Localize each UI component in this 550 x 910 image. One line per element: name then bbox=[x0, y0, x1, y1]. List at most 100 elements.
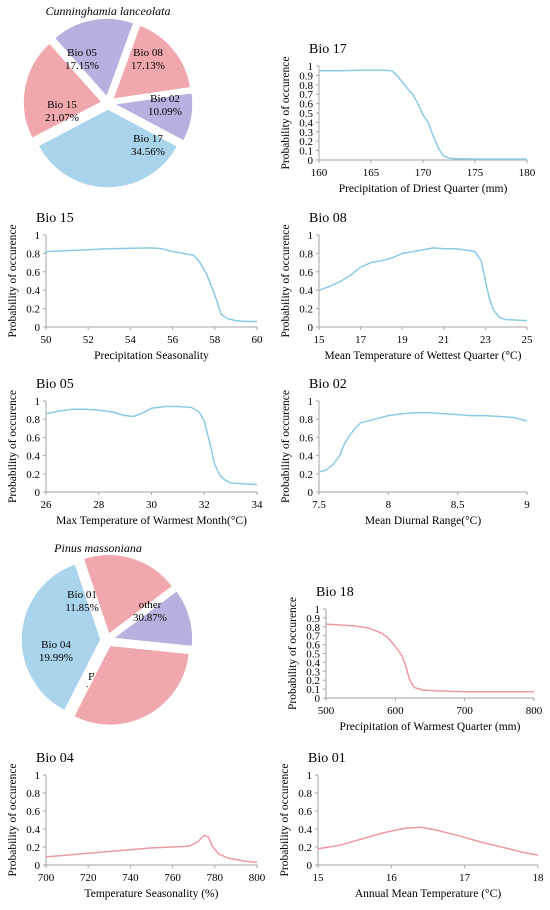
y-tick-label: 0 bbox=[35, 487, 41, 499]
pie-slice-value: 10.09% bbox=[148, 106, 182, 118]
x-axis-label: Mean Temperature of Wettest Quarter (°C) bbox=[325, 350, 522, 362]
y-tick-label: 0.6 bbox=[306, 640, 320, 652]
series-line-bio02 bbox=[318, 412, 528, 473]
pie-slice-label: Bio 02 bbox=[150, 93, 180, 105]
y-tick-label: 0.2 bbox=[26, 469, 40, 481]
y-tick-label: 0 bbox=[308, 322, 314, 334]
x-tick-label: 26 bbox=[41, 499, 53, 511]
y-tick-label: 0.4 bbox=[26, 451, 40, 463]
chart-title: Bio 05 bbox=[36, 377, 74, 392]
x-tick-label: 165 bbox=[363, 167, 380, 179]
x-tick-label: 25 bbox=[522, 334, 534, 346]
y-tick-label: 1 bbox=[315, 604, 321, 616]
chart-bio18: Bio 18 00.10.20.30.40.50.60.70.80.91 500 60… bbox=[287, 585, 543, 733]
y-axis-label: Probability of occurence bbox=[7, 763, 19, 876]
pie-slice-label: Bio 01 bbox=[67, 589, 97, 601]
y-axis-label: Probability of occurence bbox=[280, 56, 292, 169]
chart-title: Bio 04 bbox=[36, 751, 74, 766]
y-tick-label: 0.4 bbox=[298, 824, 312, 836]
pie-slice-bio-05 bbox=[53, 17, 135, 99]
x-tick-label: 21 bbox=[438, 334, 449, 346]
pie-title: Pinus massoniana bbox=[53, 541, 142, 555]
y-tick-label: 1 bbox=[35, 770, 41, 782]
y-tick-label: 1 bbox=[308, 230, 314, 242]
x-tick-label: 740 bbox=[122, 872, 139, 884]
x-tick-label: 15 bbox=[314, 334, 326, 346]
x-tick-label: 23 bbox=[480, 334, 492, 346]
x-tick-label: 54 bbox=[125, 334, 137, 346]
y-tick-label: 0.6 bbox=[26, 432, 40, 444]
x-tick-label: 58 bbox=[209, 334, 221, 346]
series-line-bio01 bbox=[317, 826, 539, 856]
pie-title: Cunninghamia lanceolata bbox=[46, 4, 171, 18]
x-axis-label: Mean Diurnal Range(°C) bbox=[365, 515, 482, 527]
y-tick-label: 0.2 bbox=[26, 842, 40, 854]
chart-title: Bio 17 bbox=[309, 42, 347, 57]
y-tick-label: 0 bbox=[308, 155, 314, 167]
y-axis-label: Probability of occurence bbox=[7, 224, 19, 337]
pie-slice-bio-18 bbox=[20, 562, 102, 712]
y-tick-label: 0.8 bbox=[299, 414, 313, 426]
pie-slice-value: 19.99% bbox=[39, 652, 73, 664]
pie-slice-value: 30.87% bbox=[133, 612, 167, 624]
x-axis-label: Max Temperature of Warmest Month(°C) bbox=[56, 515, 247, 527]
pie-slice-bio-02 bbox=[111, 91, 194, 143]
chart-title: Bio 18 bbox=[316, 585, 354, 600]
pie-slice-label: other bbox=[139, 599, 162, 611]
pie-slice-bio-15 bbox=[22, 41, 104, 140]
y-tick-label: 0.2 bbox=[299, 304, 313, 316]
y-tick-label: 0.2 bbox=[26, 304, 40, 316]
y-tick-label: 0.4 bbox=[26, 285, 40, 297]
x-tick-label: 760 bbox=[164, 872, 181, 884]
x-tick-label: 780 bbox=[207, 872, 224, 884]
y-tick-label: 0 bbox=[315, 693, 321, 705]
pie-slice-bio-17 bbox=[36, 108, 179, 189]
pie-slice-bio-08 bbox=[111, 24, 192, 101]
x-tick-label: 800 bbox=[526, 705, 543, 717]
x-axis-label: Temperature Seasonality (%) bbox=[85, 888, 219, 900]
y-tick-label: 0.4 bbox=[299, 285, 313, 297]
x-tick-label: 19 bbox=[397, 334, 409, 346]
pie-slice-label: Bio 04 bbox=[41, 639, 71, 651]
x-tick-label: 600 bbox=[387, 705, 404, 717]
x-tick-label: 500 bbox=[318, 705, 335, 717]
x-tick-label: 7.5 bbox=[312, 499, 326, 511]
x-tick-label: 18 bbox=[533, 872, 545, 884]
x-tick-label: 30 bbox=[146, 499, 158, 511]
x-tick-label: 8 bbox=[386, 499, 392, 511]
y-tick-label: 0.7 bbox=[306, 631, 320, 643]
y-tick-label: 0.8 bbox=[26, 788, 40, 800]
x-tick-label: 16 bbox=[386, 872, 398, 884]
y-tick-label: 0.2 bbox=[306, 675, 320, 687]
x-tick-label: 180 bbox=[519, 167, 536, 179]
y-axis-label: Probability of occurence bbox=[279, 763, 291, 876]
y-tick-label: 0.5 bbox=[299, 108, 313, 120]
y-axis-label: Probability of occurence bbox=[280, 390, 292, 503]
x-tick-label: 9 bbox=[524, 499, 530, 511]
x-tick-label: 175 bbox=[467, 167, 484, 179]
y-tick-label: 1 bbox=[35, 230, 41, 242]
x-tick-label: 60 bbox=[252, 334, 264, 346]
chart-bio02: Bio 02 0 0.2 0.4 0.6 0.8 1 7.5 8 8.5 9 Mean Diurnal… bbox=[280, 377, 530, 527]
y-tick-label: 0 bbox=[35, 860, 41, 872]
chart-title: Bio 01 bbox=[308, 751, 346, 766]
x-tick-label: 56 bbox=[167, 334, 179, 346]
y-tick-label: 1 bbox=[307, 770, 313, 782]
y-tick-label: 0.5 bbox=[306, 649, 320, 661]
pie-slice-bio-04 bbox=[82, 553, 174, 636]
y-tick-label: 0.3 bbox=[306, 666, 320, 678]
x-tick-label: 52 bbox=[83, 334, 94, 346]
y-tick-label: 0.8 bbox=[299, 248, 313, 260]
x-axis-label: Precipitation of Driest Quarter (mm) bbox=[339, 183, 508, 195]
pie-slice-label: Bio 15 bbox=[47, 99, 77, 111]
x-tick-label: 170 bbox=[415, 167, 432, 179]
y-axis-label: Probability of occurence bbox=[7, 390, 19, 503]
pie-slice-bio-01 bbox=[110, 589, 194, 648]
y-tick-label: 0 bbox=[308, 487, 314, 499]
chart-bio04: Bio 04 0 0.2 0.4 0.6 0.8 1 700 720 740 760 780 800 Te… bbox=[7, 751, 266, 900]
series-line-bio04 bbox=[45, 834, 258, 864]
pie-slice-label: Bio 08 bbox=[133, 47, 163, 59]
